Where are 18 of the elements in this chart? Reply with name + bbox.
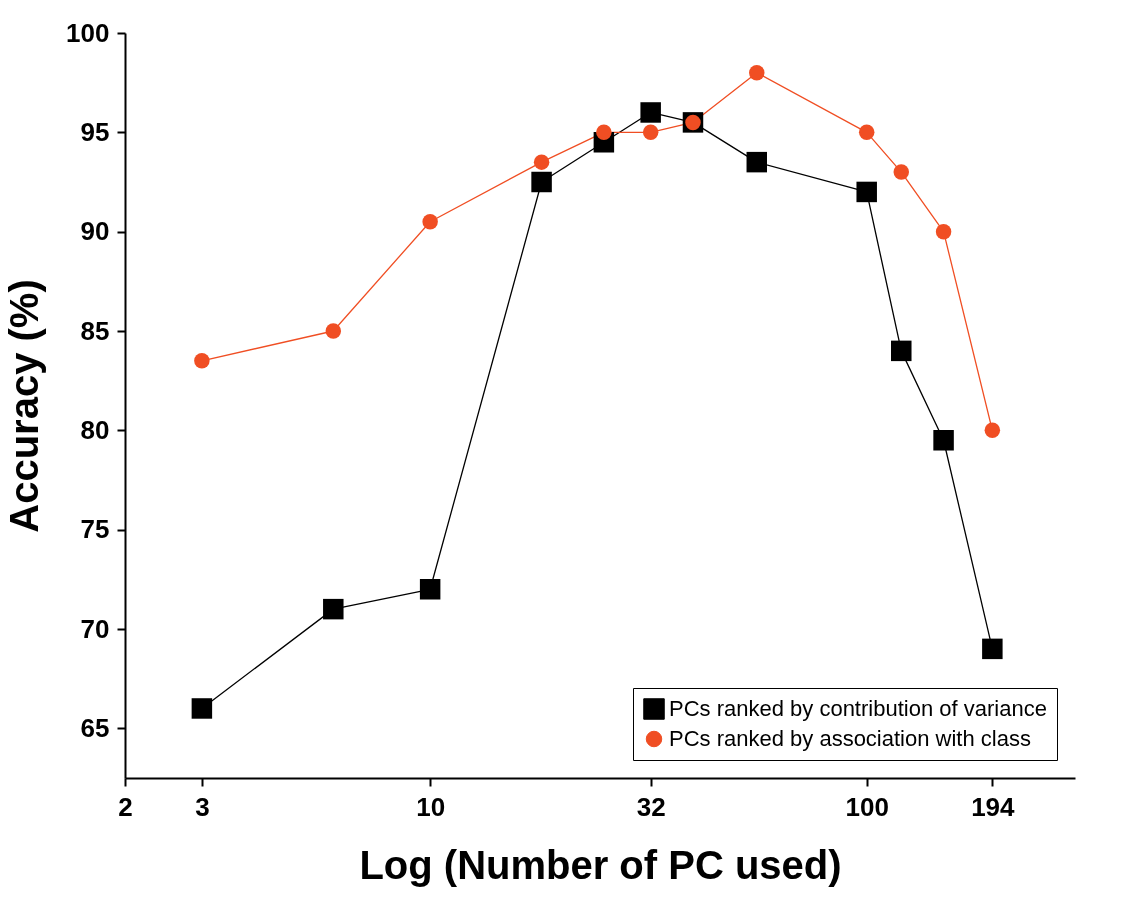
x-tick-label: 2	[118, 791, 133, 822]
y-tick-label: 85	[80, 315, 110, 346]
y-tick-label: 90	[80, 216, 110, 247]
y-tick-label: 80	[80, 414, 110, 445]
y-axis-title: Accuracy (%)	[2, 279, 47, 533]
x-tick-label: 194	[971, 791, 1016, 822]
y-tick-label: 100	[66, 17, 110, 48]
y-tick-label: 95	[80, 116, 110, 147]
y-tick-label: 75	[80, 514, 110, 545]
legend-label: PCs ranked by association with class	[669, 726, 1031, 751]
y-tick-label: 65	[80, 712, 110, 743]
x-tick-label: 10	[416, 791, 446, 822]
x-tick-label: 32	[636, 791, 666, 822]
legend-label: PCs ranked by contribution of variance	[669, 696, 1047, 721]
x-tick-label: 100	[845, 791, 889, 822]
x-tick-label: 3	[195, 791, 210, 822]
x-axis-title: Log (Number of PC used)	[359, 842, 842, 887]
y-tick-label: 70	[80, 613, 110, 644]
